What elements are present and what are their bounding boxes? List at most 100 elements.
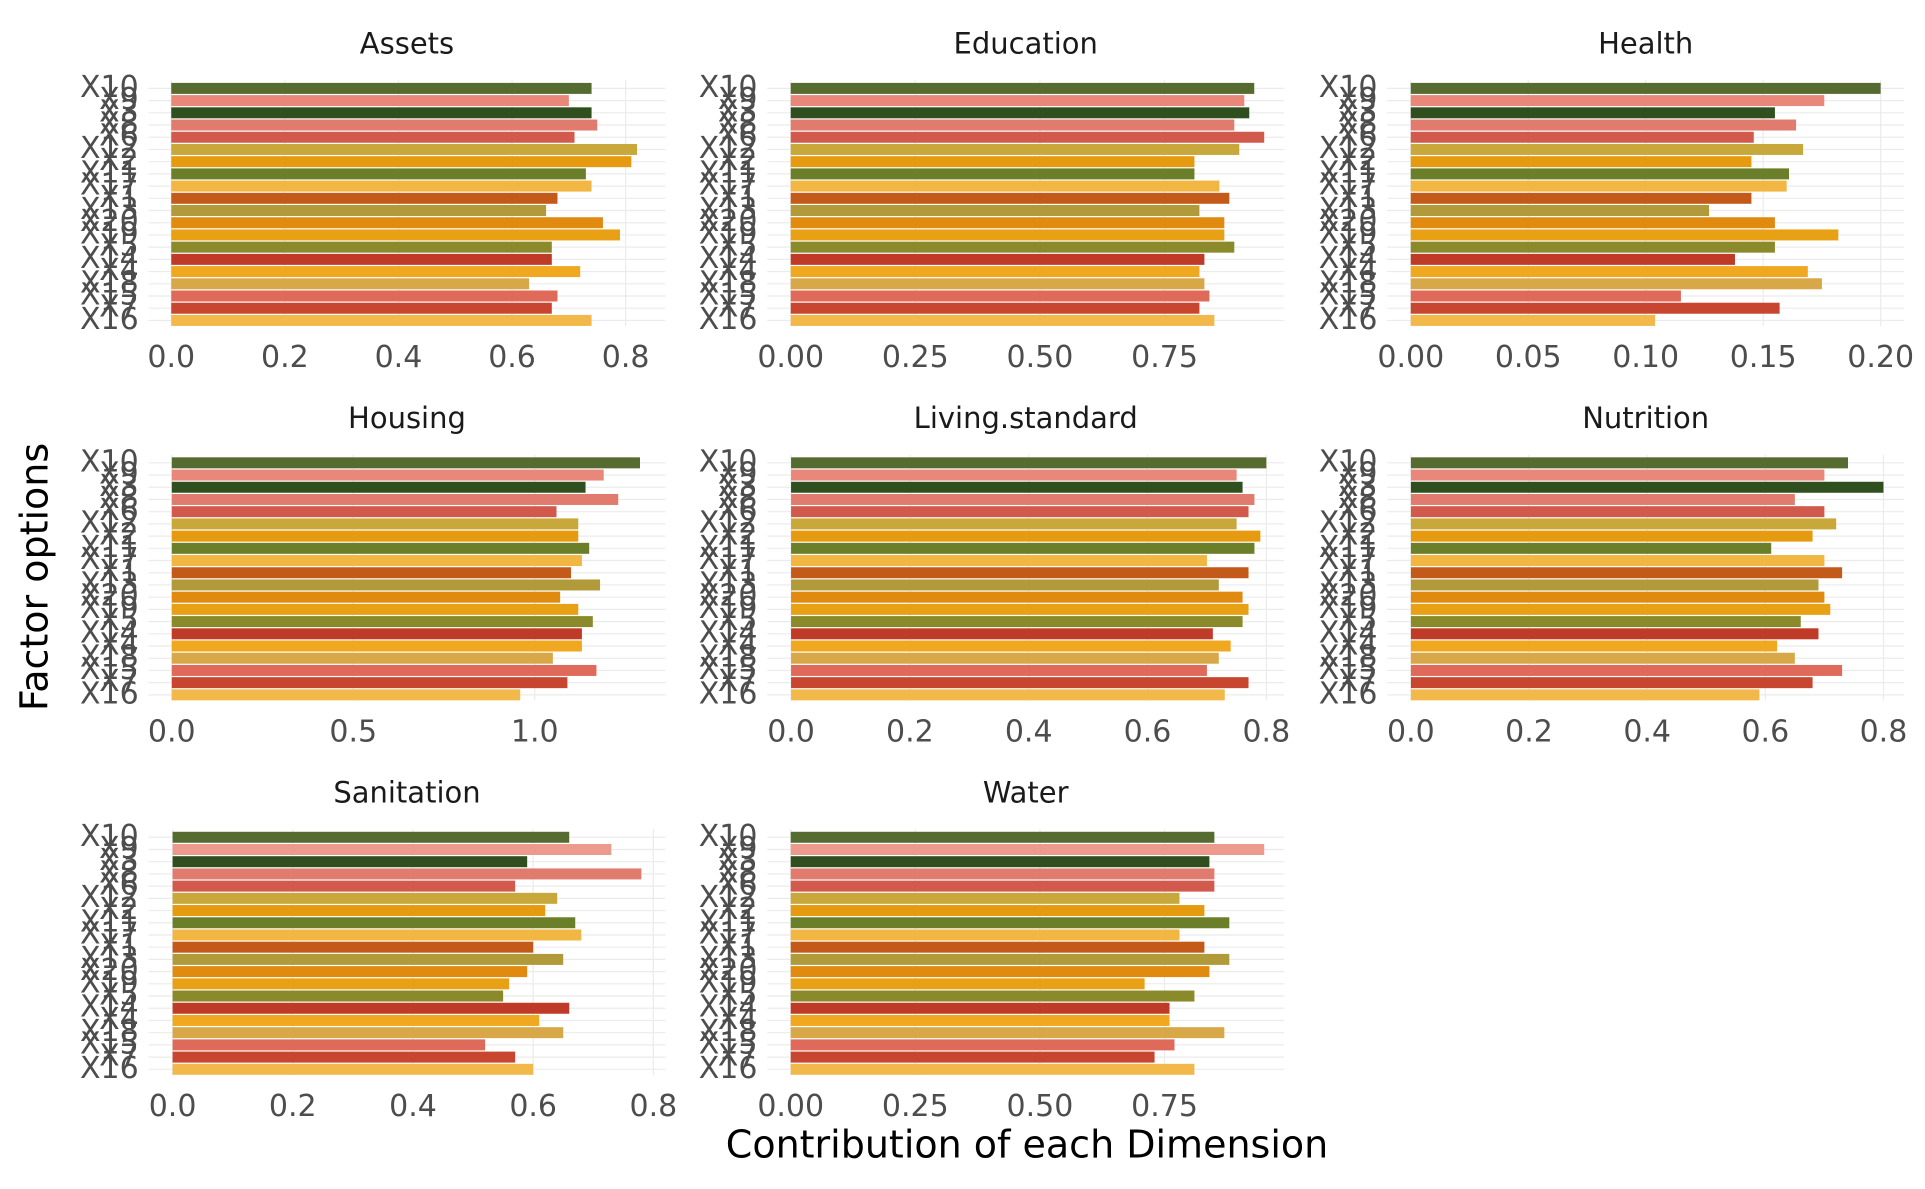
x-tick-label: 0.50	[1007, 340, 1074, 375]
bar	[1410, 518, 1837, 530]
bar	[172, 892, 558, 904]
bar	[171, 469, 604, 481]
bar	[1410, 591, 1825, 603]
y-tick-label: X5	[1338, 229, 1378, 264]
bar	[791, 493, 1255, 505]
x-tick-label: 0.05	[1495, 340, 1562, 375]
bar	[791, 640, 1231, 652]
bar	[790, 82, 1255, 94]
bar	[791, 677, 1249, 689]
x-tick-label: 0.00	[757, 1089, 824, 1124]
bar	[1410, 677, 1813, 689]
bar	[1410, 493, 1795, 505]
bar	[790, 241, 1235, 253]
panel-title: Assets	[360, 26, 454, 60]
bar	[1410, 266, 1808, 278]
y-tick-label: X7	[99, 290, 139, 325]
y-tick-label: X4	[99, 253, 139, 288]
bar	[171, 677, 568, 689]
y-tick-label: X1	[99, 554, 139, 589]
y-tick-label: X9	[1338, 457, 1378, 492]
x-tick-label: 0.10	[1612, 340, 1679, 375]
x-tick-label: 0.75	[1131, 340, 1198, 375]
y-tick-label: X10	[699, 444, 758, 479]
bar	[790, 1063, 1195, 1075]
y-tick-label: X14	[699, 241, 758, 276]
bar	[791, 579, 1219, 591]
bar	[1410, 616, 1801, 628]
bar	[1410, 469, 1825, 481]
y-tick-label: X9	[718, 82, 758, 117]
bar	[172, 1027, 564, 1039]
y-tick-label: X20	[80, 204, 139, 239]
bar	[171, 205, 547, 217]
bar	[1410, 253, 1735, 265]
y-tick-label: X1	[99, 180, 139, 215]
bar	[171, 192, 558, 204]
bar	[1410, 314, 1656, 326]
bar	[790, 1027, 1225, 1039]
y-tick-label: X6	[1338, 119, 1378, 154]
y-tick-label: X15	[1319, 652, 1378, 687]
bar	[171, 591, 561, 603]
bar	[790, 953, 1230, 965]
bar	[1410, 95, 1825, 107]
bar	[1410, 567, 1843, 579]
bar	[1410, 131, 1754, 143]
bar	[171, 131, 575, 143]
x-tick-label: 0.4	[389, 1089, 437, 1124]
bar	[1410, 180, 1787, 192]
bar	[171, 689, 521, 701]
y-tick-label: X16	[1319, 676, 1378, 711]
y-tick-label: X8	[1338, 107, 1378, 142]
y-tick-label: X4	[99, 1002, 139, 1037]
y-tick-label: X11	[80, 155, 139, 190]
bar	[790, 290, 1210, 302]
y-tick-label: X18	[80, 265, 139, 300]
bar	[1410, 241, 1775, 253]
bar	[171, 628, 582, 640]
bar	[790, 880, 1215, 892]
bar	[172, 929, 582, 941]
x-tick-label: 0.2	[269, 1089, 317, 1124]
bar	[1410, 579, 1819, 591]
x-tick-label: 0.20	[1847, 340, 1914, 375]
bar	[171, 530, 579, 542]
bar	[172, 831, 570, 843]
x-tick-label: 0.4	[1005, 714, 1053, 749]
bar	[171, 168, 586, 180]
bar	[1410, 664, 1843, 676]
y-tick-label: X6	[718, 493, 758, 528]
y-tick-label: X11	[80, 904, 139, 939]
y-tick-label: X19	[1319, 591, 1378, 626]
bar	[790, 253, 1205, 265]
y-tick-label: X3	[99, 843, 139, 878]
y-tick-label: X3	[1338, 94, 1378, 129]
bar	[790, 892, 1180, 904]
y-tick-label: X9	[99, 82, 139, 117]
y-tick-label: X7	[99, 1039, 139, 1074]
y-tick-label: X10	[80, 444, 139, 479]
y-tick-label: X16	[699, 1051, 758, 1086]
y-tick-label: X3	[718, 469, 758, 504]
y-tick-label: X20	[1319, 579, 1378, 614]
y-tick-label: X10	[80, 819, 139, 854]
x-tick-label: 0.50	[1007, 1089, 1074, 1124]
bar	[1410, 290, 1681, 302]
x-tick-label: 0.2	[886, 714, 934, 749]
y-tick-label: X12	[1319, 505, 1378, 540]
bar	[790, 119, 1235, 131]
bar	[171, 493, 619, 505]
y-tick-label: X18	[699, 265, 758, 300]
y-tick-label: X20	[80, 579, 139, 614]
x-tick-label: 0.8	[1242, 714, 1290, 749]
y-tick-label: X4	[718, 1002, 758, 1037]
bar	[790, 917, 1230, 929]
bar	[171, 156, 632, 168]
x-axis-label: Contribution of each Dimension	[726, 1123, 1328, 1167]
bar	[791, 616, 1243, 628]
y-tick-label: X10	[1319, 444, 1378, 479]
bar	[171, 119, 598, 131]
x-tick-label: 0.75	[1131, 1089, 1198, 1124]
y-tick-label: X8	[99, 855, 139, 890]
